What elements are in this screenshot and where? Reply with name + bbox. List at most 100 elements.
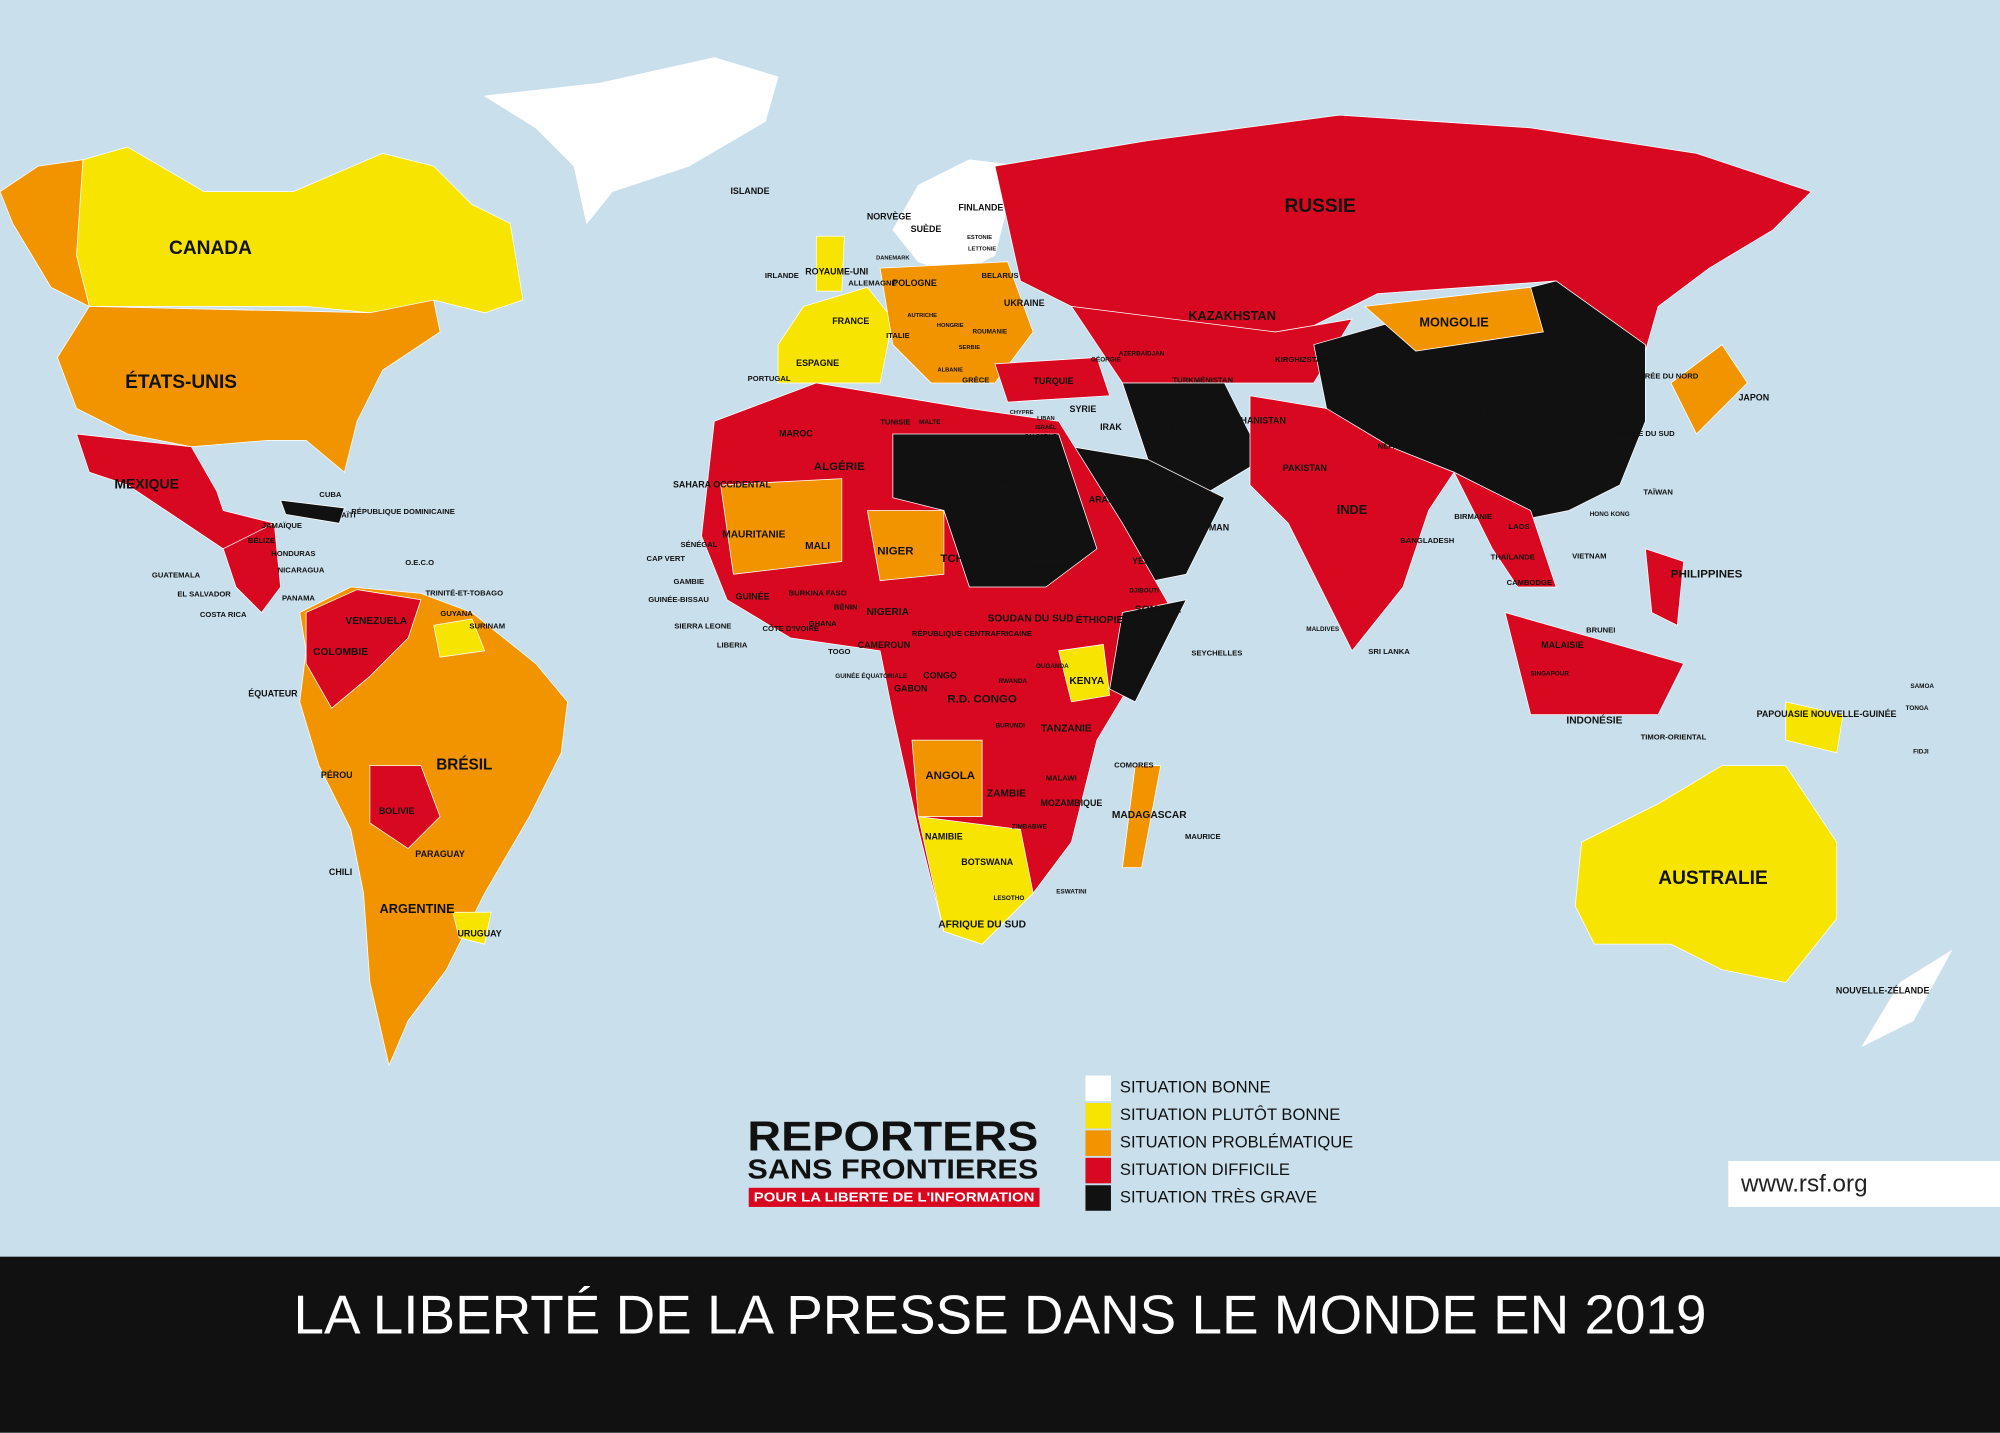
- url-box: [1728, 1161, 2000, 1207]
- country-label: ALBANIE: [938, 368, 964, 374]
- country-label: TRINITÉ-ET-TOBAGO: [426, 588, 504, 597]
- country-label: SYRIE: [1070, 404, 1097, 414]
- country-label: INDONÉSIE: [1566, 714, 1622, 727]
- country-label: TOGO: [828, 647, 850, 656]
- country-label: BRÉSIL: [436, 757, 492, 774]
- country-label: CHYPRE: [1010, 410, 1034, 416]
- country-label: ZIMBABWE: [1012, 824, 1047, 831]
- title: LA LIBERTÉ DE LA PRESSE DANS LE MONDE EN…: [294, 1284, 1707, 1346]
- country-label: TAÏWAN: [1643, 488, 1673, 497]
- country-label: HAÏTI: [336, 511, 356, 520]
- country-label: MALDIVES: [1306, 626, 1339, 633]
- country-label: TIMOR-ORIENTAL: [1641, 733, 1707, 742]
- country-label: AUTRICHE: [907, 313, 937, 319]
- country-label: LIBERIA: [717, 641, 748, 650]
- country-label: BURKINA FASO: [789, 588, 847, 597]
- country-label: BOTSWANA: [961, 857, 1014, 867]
- legend-swatch: [1085, 1075, 1111, 1102]
- country-label: SUÈDE: [911, 224, 942, 234]
- country-label: CANADA: [169, 238, 252, 259]
- country-label: ESWATINI: [1056, 889, 1086, 896]
- country-label: GUINÉE: [735, 592, 769, 602]
- legend: SITUATION BONNE SITUATION PLUTÔT BONNE SIT…: [1085, 1075, 1353, 1211]
- country-shape: [222, 522, 282, 614]
- country-label: NAMIBIE: [925, 831, 963, 841]
- logo-line2: SANS FRONTIERES: [747, 1154, 1038, 1185]
- country-label: VIETNAM: [1572, 551, 1606, 560]
- country-label: BANGLADESH: [1400, 536, 1454, 545]
- country-label: ROYAUME-UNI: [805, 266, 868, 276]
- country-label: TUNISIE: [880, 418, 910, 427]
- country-label: ITALIE: [886, 331, 910, 340]
- country-label: RWANDA: [999, 678, 1028, 685]
- country-label: LESOTHO: [994, 895, 1025, 902]
- country-label: MOZAMBIQUE: [1041, 798, 1103, 808]
- country-label: BIRMANIE: [1454, 512, 1492, 521]
- country-label: GHANA: [809, 619, 837, 628]
- country-label: SAHARA OCCIDENTAL: [673, 479, 772, 489]
- country-shape: [879, 261, 1034, 384]
- country-label: SERBIE: [959, 345, 980, 351]
- country-label: ISRAËL: [1035, 424, 1056, 431]
- country-shape: [1058, 643, 1111, 703]
- country-shape: [1574, 765, 1838, 983]
- legend-label: SITUATION TRÈS GRAVE: [1120, 1187, 1317, 1206]
- legend-swatch: [1085, 1157, 1111, 1184]
- country-shape: [483, 57, 779, 225]
- country-label: KIRGHIZSTAN: [1275, 355, 1327, 364]
- country-label: NIGER: [877, 545, 914, 557]
- country-label: RÉPUBLIQUE CENTRAFRICAINE: [912, 629, 1032, 638]
- country-label: RUSSIE: [1285, 196, 1356, 217]
- country-label: GÉORGIE: [1091, 355, 1121, 364]
- country-label: COLOMBIE: [313, 647, 368, 658]
- country-label: PARAGUAY: [415, 849, 465, 859]
- country-label: SAMOA: [1910, 683, 1934, 690]
- country-label: AFGHANISTAN: [1222, 416, 1286, 426]
- legend-swatch: [1085, 1185, 1111, 1211]
- country-label: ÉTHIOPIE: [1076, 613, 1124, 626]
- legend-label: SITUATION PLUTÔT BONNE: [1120, 1105, 1340, 1124]
- country-shape: [56, 299, 441, 473]
- country-label: MEXIQUE: [114, 476, 179, 492]
- country-label: ZAMBIE: [987, 788, 1026, 799]
- country-label: MALAISIE: [1541, 640, 1584, 650]
- country-shape: [1249, 395, 1455, 652]
- country-shape: [1109, 599, 1187, 703]
- country-label: IRAN: [1170, 423, 1192, 433]
- country-label: FIDJI: [1913, 748, 1929, 755]
- country-label: MAROC: [779, 428, 813, 438]
- country-label: RÉPUBLIQUE DOMINICAINE: [351, 507, 455, 516]
- country-label: TANZANIE: [1041, 723, 1092, 734]
- country-label: HONG KONG: [1590, 511, 1630, 518]
- legend-label: SITUATION DIFFICILE: [1120, 1160, 1290, 1179]
- country-shape: [1861, 949, 1953, 1048]
- country-shape: [1121, 382, 1264, 499]
- country-label: SRI LANKA: [1368, 647, 1410, 656]
- country-label: SINGAPOUR: [1530, 670, 1569, 677]
- country-label: DANEMARK: [876, 255, 910, 261]
- country-shape: [815, 235, 845, 292]
- country-label: ANGOLA: [925, 770, 975, 782]
- country-label: LETTONIE: [968, 247, 996, 253]
- country-label: CAP VERT: [647, 554, 686, 563]
- country-label: GUINÉE-BISSAU: [648, 595, 709, 604]
- country-label: SIERRA LEONE: [674, 622, 731, 631]
- country-shape: [433, 618, 486, 658]
- country-label: BOLIVIE: [379, 806, 415, 816]
- country-label: JAPON: [1738, 393, 1769, 403]
- country-label: PÉROU: [321, 770, 353, 780]
- country-shape: [1504, 611, 1685, 715]
- country-label: TCHAD: [940, 553, 980, 565]
- country-shape: [76, 146, 524, 327]
- logo-bar: [748, 1187, 1040, 1207]
- country-shape: [866, 510, 945, 582]
- country-label: GUATEMALA: [152, 571, 201, 580]
- country-label: ÉRYTHRÉE: [1034, 563, 1068, 572]
- country-label: ROUMANIE: [972, 329, 1007, 336]
- country-label: TURKMÉNISTAN: [1173, 375, 1234, 384]
- country-label: OMAN: [1202, 523, 1229, 533]
- country-label: PAPOUASIE NOUVELLE-GUINÉE: [1757, 709, 1897, 719]
- country-label: URUGUAY: [457, 928, 501, 938]
- country-label: ISLANDE: [730, 186, 769, 196]
- country-label: PANAMA: [282, 594, 315, 603]
